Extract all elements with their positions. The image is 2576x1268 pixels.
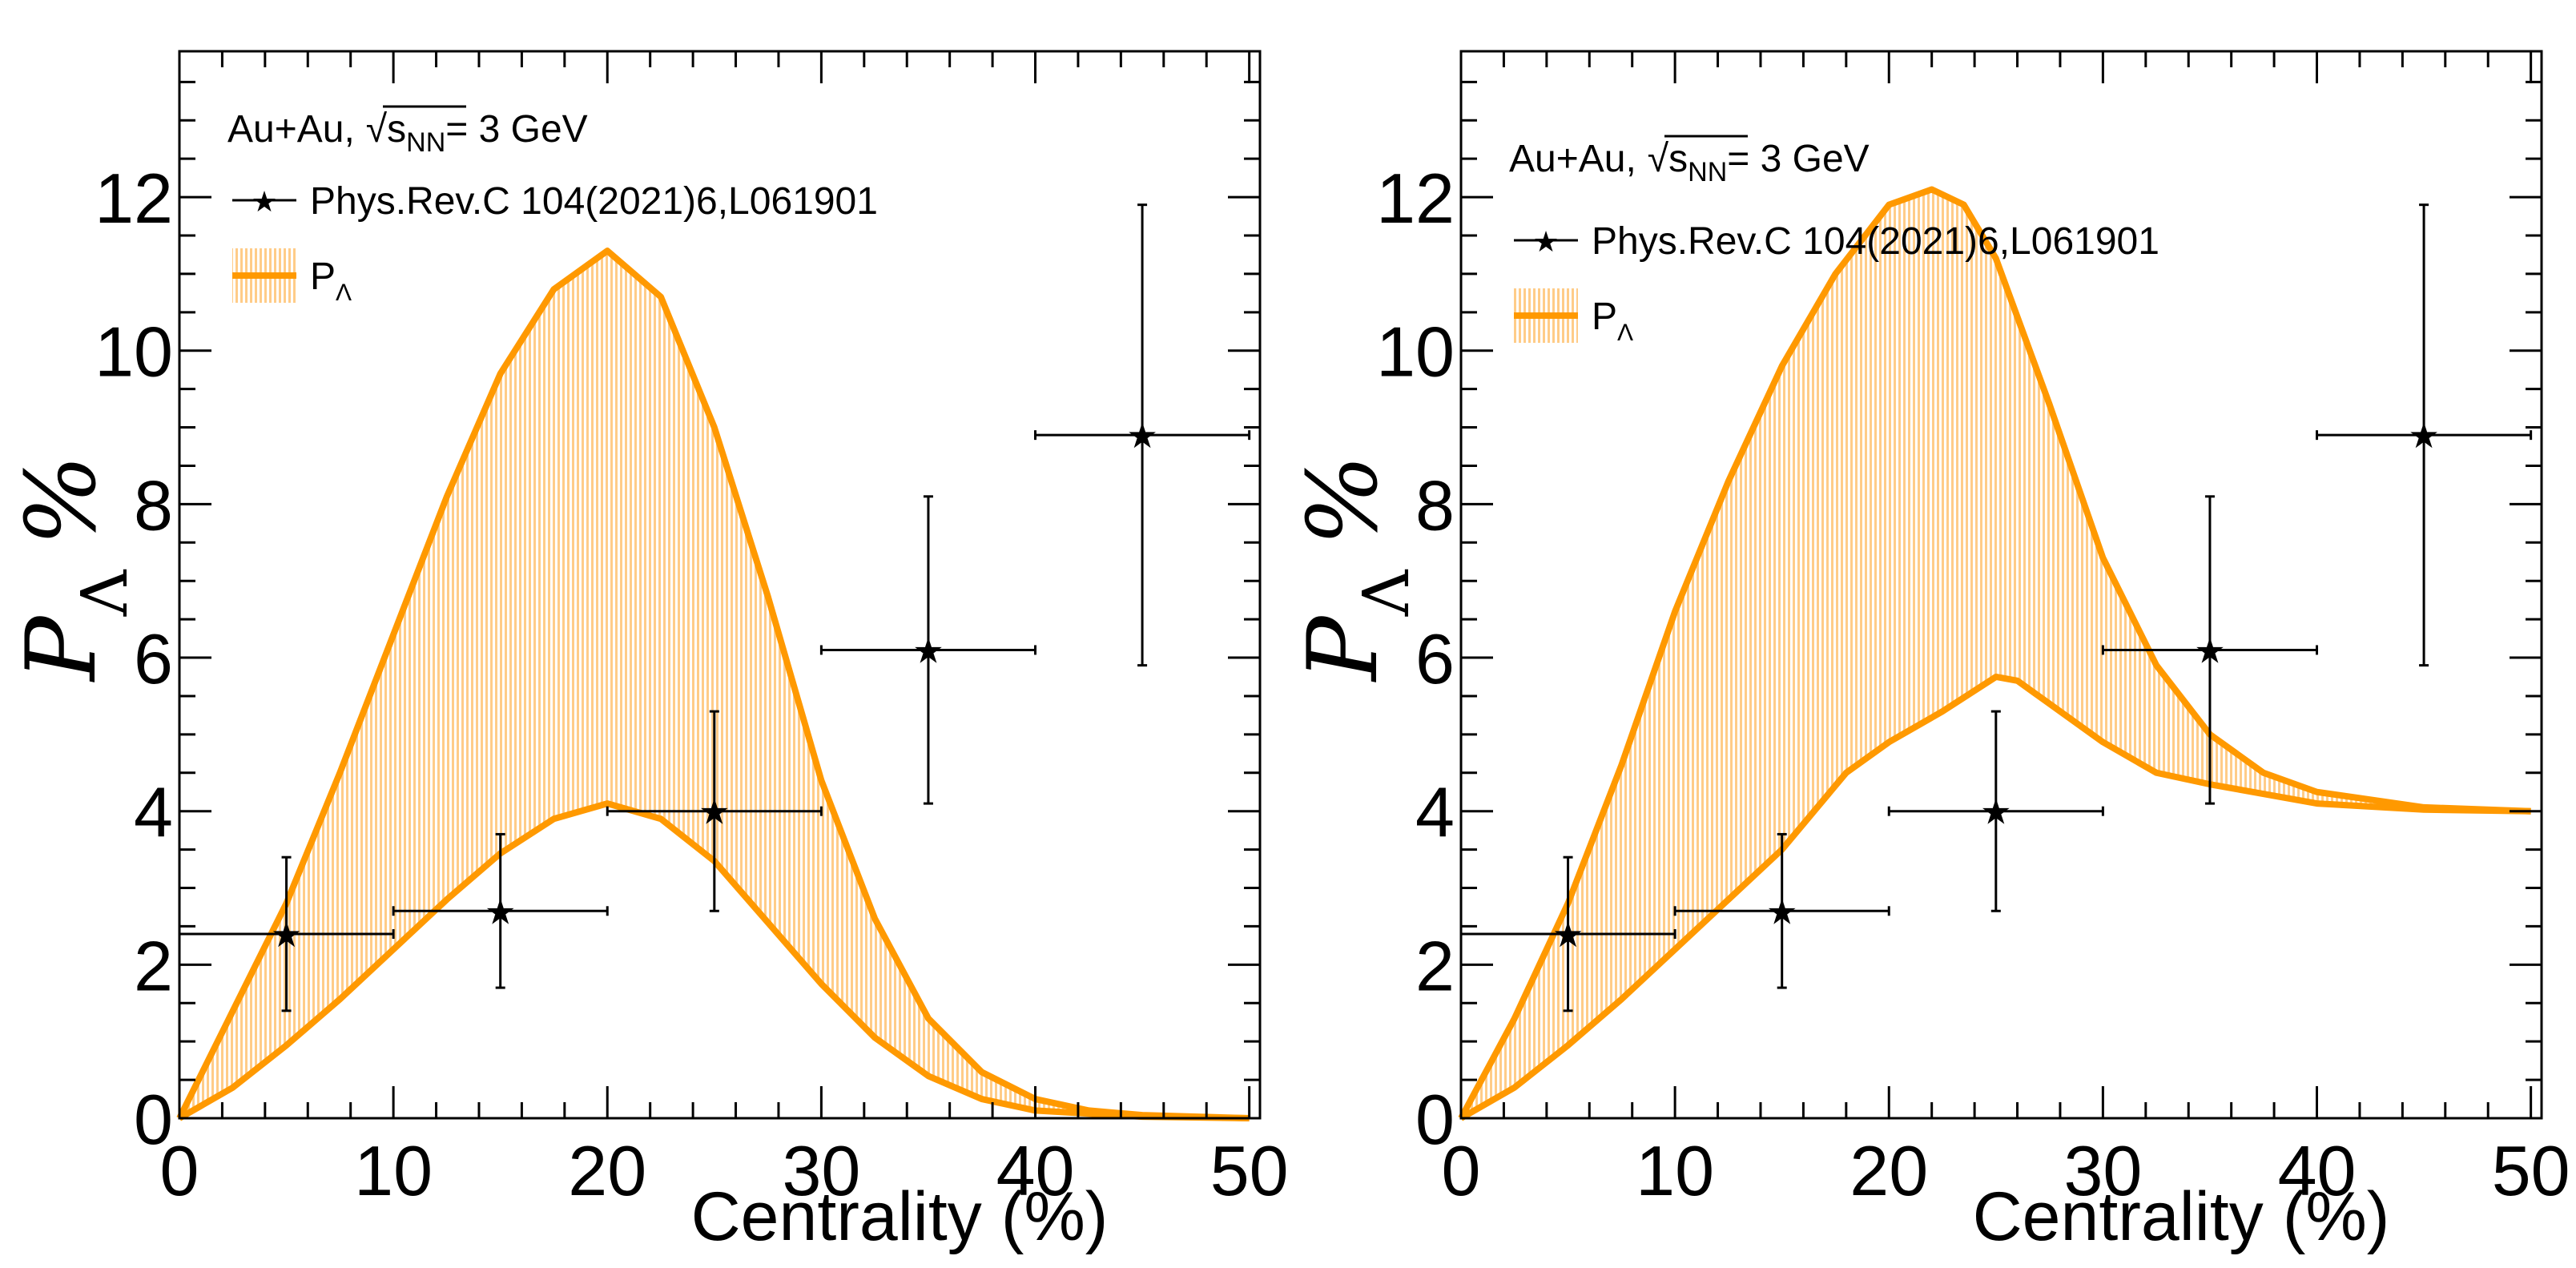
data-point-star-icon: ★ <box>2408 416 2439 457</box>
plot-frame <box>1459 50 2543 1120</box>
annotation-sqrt-s: s <box>387 108 406 151</box>
x-tick-label: 10 <box>1636 1131 1714 1210</box>
x-axis-title: Centrality (%) <box>1973 1178 2390 1255</box>
annotation-text: Au+Au, √sNN= 3 GeV <box>227 108 588 158</box>
y-tick-label: 8 <box>134 465 173 545</box>
data-point-star-icon: ★ <box>2194 630 2225 671</box>
y-tick-label: 12 <box>1376 159 1455 238</box>
legend-star-icon: ★ <box>252 186 277 219</box>
y-axis-title-sub: Λ <box>67 569 142 617</box>
y-axis-title-sub: Λ <box>1349 569 1423 617</box>
y-axis-title: PΛ% <box>6 454 142 682</box>
y-axis-title: PΛ% <box>1288 454 1423 682</box>
y-tick-label: 6 <box>134 619 173 698</box>
y-axis-title-main: P <box>1288 614 1399 682</box>
data-point-star-icon: ★ <box>1552 915 1584 956</box>
x-tick-label: 50 <box>2492 1131 2570 1210</box>
y-tick-label: 0 <box>134 1080 173 1159</box>
legend-band-label: PΛ <box>1592 296 1633 346</box>
legend-band-sub: Λ <box>336 280 352 306</box>
y-axis-title-suffix: % <box>1288 454 1399 545</box>
x-tick-label: 30 <box>2063 1131 2142 1210</box>
data-point-star-icon: ★ <box>1980 792 2011 833</box>
x-tick-label: 20 <box>1849 1131 1928 1210</box>
x-tick-label: 50 <box>1210 1131 1289 1210</box>
x-tick-label: 0 <box>1442 1131 1481 1210</box>
band-fill <box>1461 189 2531 1118</box>
y-tick-label: 6 <box>1415 619 1455 698</box>
annotation-rest: = 3 GeV <box>1727 138 1869 180</box>
y-tick-label: 2 <box>1415 926 1455 1005</box>
y-tick-label: 10 <box>95 312 173 392</box>
y-axis-title-main: P <box>6 614 118 682</box>
data-point-star-icon: ★ <box>698 792 730 833</box>
data-point-star-icon: ★ <box>271 915 302 956</box>
legend-data-label: Phys.Rev.C 104(2021)6,L061901 <box>1592 220 2159 263</box>
annotation-sqrt-sub: NN <box>406 127 445 158</box>
y-axis-title-suffix: % <box>6 454 118 545</box>
annotation-text: Au+Au, √sNN= 3 GeV <box>1509 138 1870 187</box>
y-tick-label: 8 <box>1415 465 1455 545</box>
legend-band-sub: Λ <box>1617 320 1633 346</box>
sqrt-icon: √ <box>366 108 388 151</box>
x-axis-title: Centrality (%) <box>691 1178 1109 1255</box>
legend-band-main: P <box>1592 296 1617 338</box>
band-upper-line <box>1458 186 2531 1120</box>
annotation-sqrt-s: s <box>1668 138 1688 180</box>
data-point-star-icon: ★ <box>485 892 516 932</box>
x-tick-label: 20 <box>568 1131 646 1210</box>
y-tick-label: 2 <box>134 926 173 1005</box>
x-tick-label: 40 <box>996 1131 1075 1210</box>
x-tick-label: 30 <box>782 1131 860 1210</box>
legend-band-label: PΛ <box>310 256 352 306</box>
band-fill <box>179 251 1250 1118</box>
x-tick-label: 0 <box>160 1131 199 1210</box>
annotation-main: Au+Au, <box>227 108 355 151</box>
x-tick-label: 40 <box>2278 1131 2357 1210</box>
data-point-star-icon: ★ <box>912 630 944 671</box>
data-point-star-icon: ★ <box>1766 892 1797 932</box>
legend-data-label: Phys.Rev.C 104(2021)6,L061901 <box>310 180 878 223</box>
x-tick-label: 10 <box>354 1131 433 1210</box>
band-upper-line <box>176 248 1250 1121</box>
legend-band-main: P <box>310 256 336 298</box>
legend-star-icon: ★ <box>1533 226 1559 259</box>
y-tick-label: 10 <box>1376 312 1455 392</box>
annotation-sqrt-sub: NN <box>1688 157 1727 187</box>
plot-frame <box>178 50 1262 1120</box>
band-lower-line <box>178 800 1250 1121</box>
sqrt-icon: √ <box>1648 138 1669 180</box>
data-point-star-icon: ★ <box>1126 416 1157 457</box>
y-tick-label: 4 <box>134 773 173 852</box>
annotation-main: Au+Au, <box>1509 138 1636 180</box>
y-tick-label: 12 <box>95 159 173 238</box>
y-tick-label: 0 <box>1415 1080 1455 1159</box>
y-tick-label: 4 <box>1415 773 1455 852</box>
annotation-rest: = 3 GeV <box>445 108 587 151</box>
